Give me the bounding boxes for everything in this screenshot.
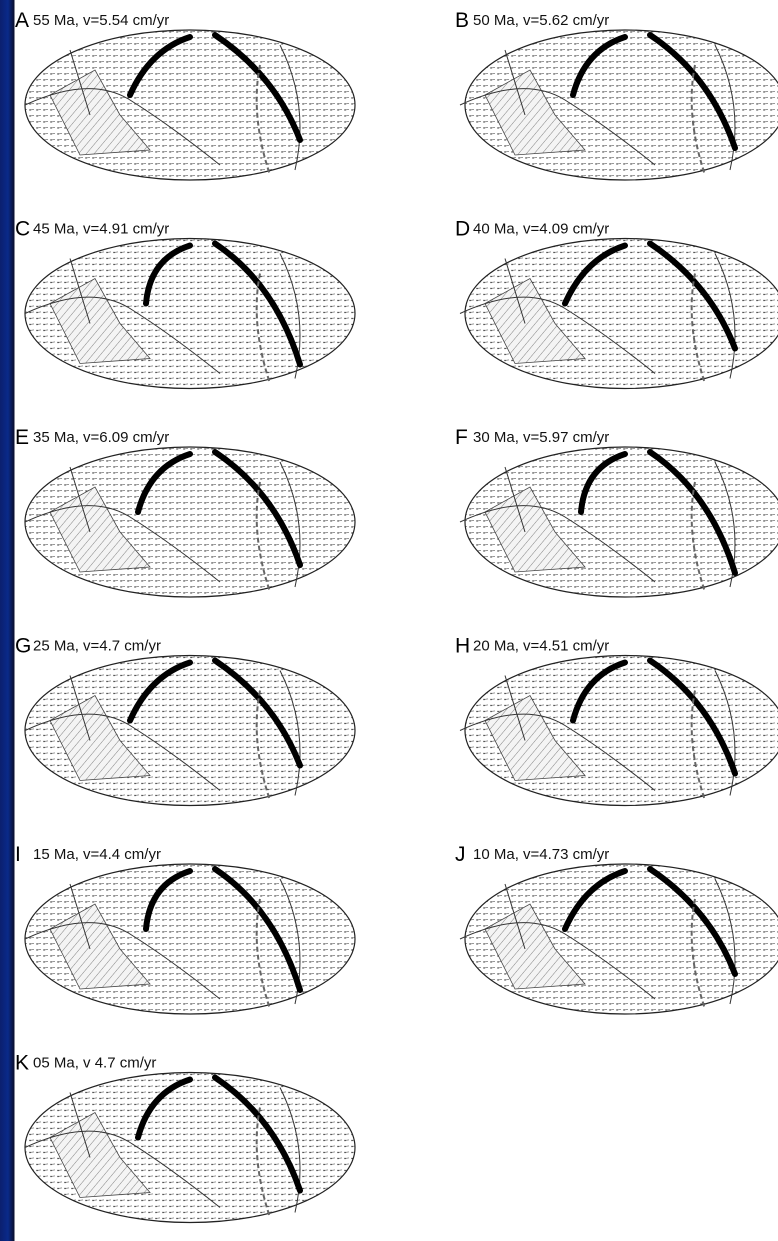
- panel-letter: B: [455, 9, 469, 32]
- panel-letter: J: [455, 843, 466, 866]
- panel-caption: 15 Ma, v=4.4 cm/yr: [33, 846, 161, 863]
- panel-caption: 45 Ma, v=4.91 cm/yr: [33, 221, 169, 238]
- panel-caption: 40 Ma, v=4.09 cm/yr: [473, 221, 609, 238]
- panel-letter: A: [15, 9, 29, 32]
- panel-letter: F: [455, 426, 468, 449]
- panel-letter: C: [15, 218, 30, 241]
- panel-letter: I: [15, 843, 21, 866]
- panel-caption: 30 Ma, v=5.97 cm/yr: [473, 429, 609, 446]
- map-panel: J 10 Ma, v=4.73 cm/yr: [455, 843, 778, 1014]
- panel-caption: 55 Ma, v=5.54 cm/yr: [33, 12, 169, 29]
- panel-caption: 20 Ma, v=4.51 cm/yr: [473, 638, 609, 655]
- panel-caption: 25 Ma, v=4.7 cm/yr: [33, 638, 161, 655]
- panel-caption: 50 Ma, v=5.62 cm/yr: [473, 12, 609, 29]
- map-panel: F 30 Ma, v=5.97 cm/yr: [455, 426, 778, 597]
- panel-caption: 05 Ma, v 4.7 cm/yr: [33, 1055, 156, 1072]
- panel-caption: 35 Ma, v=6.09 cm/yr: [33, 429, 169, 446]
- page: A55 Ma, v=5.54 cm/yr B50 Ma, v=5.62 cm/yr…: [0, 0, 778, 1241]
- panel-letter: E: [15, 426, 29, 449]
- panel-letter: K: [15, 1052, 29, 1075]
- map-panel: I 15 Ma, v=4.4 cm/yr: [15, 843, 355, 1014]
- panel-letter: D: [455, 218, 470, 241]
- panel-letter: H: [455, 635, 470, 658]
- panel-caption: 10 Ma, v=4.73 cm/yr: [473, 846, 609, 863]
- panel-letter: G: [15, 635, 31, 658]
